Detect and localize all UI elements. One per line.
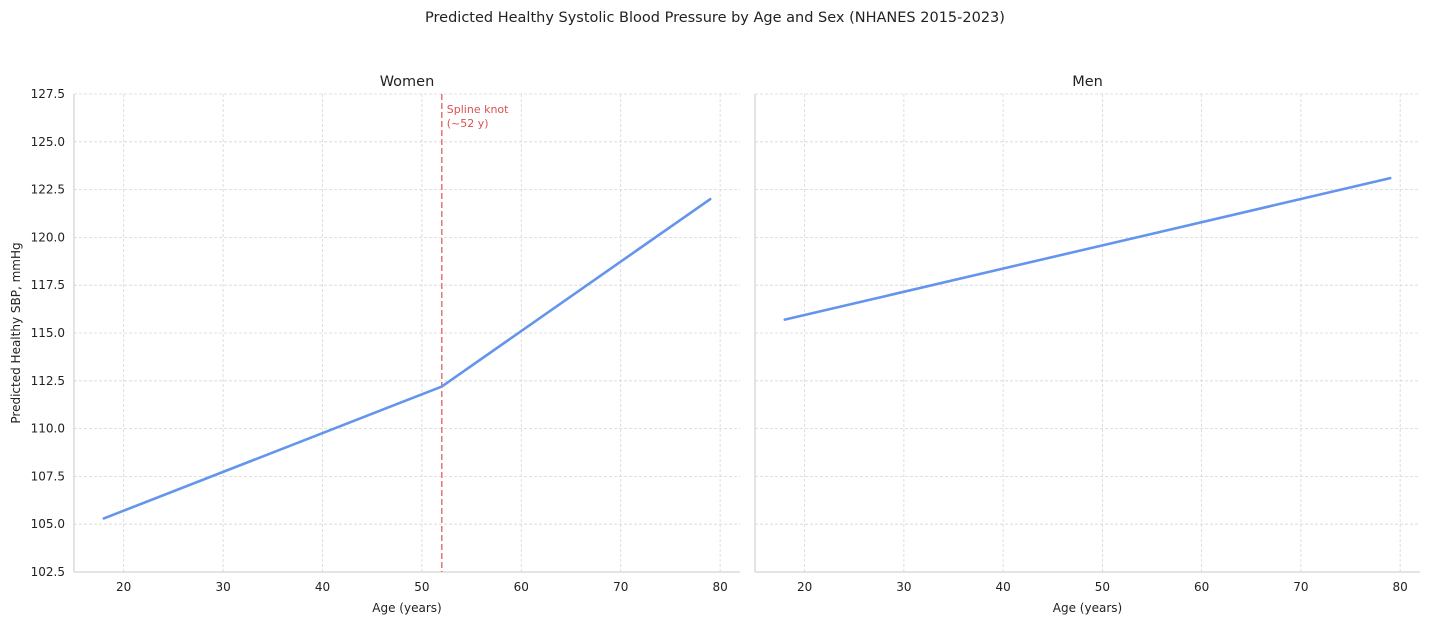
y-tick-label: 117.5 [31, 278, 65, 292]
x-axis-label: Age (years) [372, 601, 441, 615]
series-line [783, 176, 1392, 321]
y-tick-label: 110.0 [31, 422, 65, 436]
panel-women: 20 30 40 50 60 70 80 102.5 105.0 107.5 110.0 112.5 1… [9, 74, 740, 615]
y-tick-label: 122.5 [31, 183, 65, 197]
y-tick-label: 127.5 [31, 87, 65, 101]
panel-men: 20 30 40 50 60 70 80 Men Age (years) [754, 74, 1420, 615]
x-tick-label: 30 [896, 580, 911, 594]
x-tick-label: 80 [1393, 580, 1408, 594]
x-tick-label: 20 [797, 580, 812, 594]
x-tick-label: 70 [1293, 580, 1308, 594]
y-tick-label: 102.5 [31, 565, 65, 579]
x-axis-label: Age (years) [1053, 601, 1122, 615]
x-tick-label: 20 [116, 580, 131, 594]
y-axis-label: Predicted Healthy SBP, mmHg [9, 242, 23, 423]
y-tick-label: 125.0 [31, 135, 65, 149]
x-tick-label: 70 [613, 580, 628, 594]
figure-title: Predicted Healthy Systolic Blood Pressur… [425, 10, 1005, 26]
x-tick-label: 60 [514, 580, 529, 594]
x-tick-label: 40 [315, 580, 330, 594]
x-tick-label: 80 [712, 580, 727, 594]
y-tick-label: 107.5 [31, 469, 65, 483]
series-line [102, 197, 712, 520]
x-tick-label: 40 [995, 580, 1010, 594]
y-tick-label: 120.0 [31, 230, 65, 244]
knot-annotation-line2: (~52 y) [447, 117, 489, 130]
y-tick-label: 115.0 [31, 326, 65, 340]
chart-panels: 20 30 40 50 60 70 80 102.5 105.0 107.5 110.0 112.5 1… [9, 74, 1420, 615]
x-tick-label: 50 [1095, 580, 1110, 594]
x-tick-label: 50 [414, 580, 429, 594]
x-tick-label: 30 [215, 580, 230, 594]
knot-annotation-line1: Spline knot [447, 103, 509, 116]
y-tick-label: 112.5 [31, 374, 65, 388]
panel-title: Men [1072, 74, 1103, 90]
x-tick-label: 60 [1194, 580, 1209, 594]
y-tick-label: 105.0 [31, 517, 65, 531]
panel-title: Women [380, 74, 435, 90]
